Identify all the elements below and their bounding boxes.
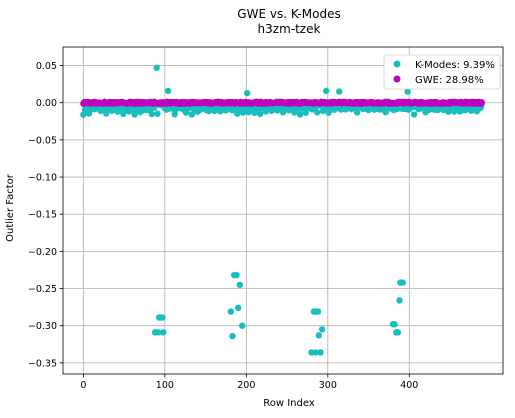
x-tick-label: 0 <box>80 380 86 391</box>
x-tick-label: 200 <box>237 380 255 391</box>
plot-area-frame <box>62 46 504 375</box>
legend-marker-gwe <box>393 75 401 83</box>
kmodes-point <box>325 109 332 116</box>
kmodes-point <box>131 111 138 118</box>
axis-ticks: 0 100 200 300 400 0.05 0.00 −0.05 −0.10 −0.15 −0.2… <box>28 61 418 391</box>
kmodes-outlier-point <box>391 321 398 328</box>
kmodes-outlier-point <box>396 297 403 304</box>
kmodes-point <box>148 110 156 118</box>
legend: K-Modes: 9.39% GWE: 28.98% <box>383 54 501 90</box>
kmodes-outlier-point <box>404 88 411 95</box>
kmodes-outlier-point <box>336 88 343 95</box>
kmodes-outlier-point <box>318 326 326 333</box>
legend-label-kmodes: K-Modes: 9.39% <box>415 60 495 71</box>
chart-subtitle: h3zm-tzek <box>258 22 321 36</box>
kmodes-point <box>85 110 93 117</box>
y-tick-label: 0.00 <box>36 98 57 109</box>
kmodes-point <box>256 110 264 118</box>
kmodes-point <box>440 106 447 114</box>
kmodes-point <box>296 111 304 118</box>
kmodes-point <box>314 109 321 116</box>
legend-box <box>383 54 501 90</box>
legend-label-gwe: GWE: 28.98% <box>415 75 484 86</box>
legend-marker-kmodes <box>393 60 401 68</box>
kmodes-point <box>188 111 195 118</box>
kmodes-outlier-point <box>394 329 402 336</box>
kmodes-outlier-point <box>227 308 235 315</box>
kmodes-outlier-point <box>322 87 330 95</box>
kmodes-point <box>154 110 161 117</box>
kmodes-outlier-point <box>233 271 240 279</box>
y-tick-label: −0.05 <box>28 135 57 146</box>
kmodes-point <box>279 109 287 116</box>
kmodes-outlier-point <box>236 281 244 289</box>
kmodes-point <box>102 110 110 117</box>
kmodes-outlier-point <box>155 329 162 336</box>
kmodes-outlier-point <box>159 314 166 321</box>
kmodes-outlier-point <box>314 308 322 315</box>
y-tick-label: −0.20 <box>28 247 57 258</box>
y-axis-label: Outlier Factor <box>5 173 16 242</box>
kmodes-outlier-point <box>164 87 172 95</box>
kmodes-outlier-point <box>160 329 167 336</box>
kmodes-point <box>302 109 310 116</box>
kmodes-outlier-point <box>315 332 323 339</box>
y-tick-label: −0.35 <box>28 358 57 369</box>
kmodes-outlier-point <box>399 279 406 286</box>
kmodes-outlier-point <box>243 89 251 97</box>
x-tick-label: 100 <box>156 380 174 391</box>
x-axis-label: Row Index <box>263 398 315 409</box>
y-tick-label: −0.10 <box>28 173 57 184</box>
y-tick-label: −0.15 <box>28 210 57 221</box>
kmodes-point <box>80 111 87 118</box>
kmodes-outlier-point <box>239 322 246 329</box>
kmodes-outlier-point <box>317 349 324 356</box>
gwe-point <box>478 99 486 106</box>
x-tick-label: 300 <box>319 380 337 391</box>
kmodes-point <box>353 109 361 116</box>
y-tick-label: −0.30 <box>28 321 57 332</box>
kmodes-outlier-point <box>153 64 160 72</box>
kmodes-outlier-point <box>312 349 319 356</box>
y-tick-label: −0.25 <box>28 284 57 295</box>
kmodes-outlier-point <box>229 332 236 340</box>
chart-title: GWE vs. K-Modes <box>237 7 340 21</box>
y-tick-label: 0.05 <box>36 61 57 72</box>
x-tick-label: 400 <box>400 380 418 391</box>
kmodes-outlier-point <box>234 304 242 312</box>
data-points <box>80 64 486 356</box>
kmodes-point <box>410 111 418 118</box>
